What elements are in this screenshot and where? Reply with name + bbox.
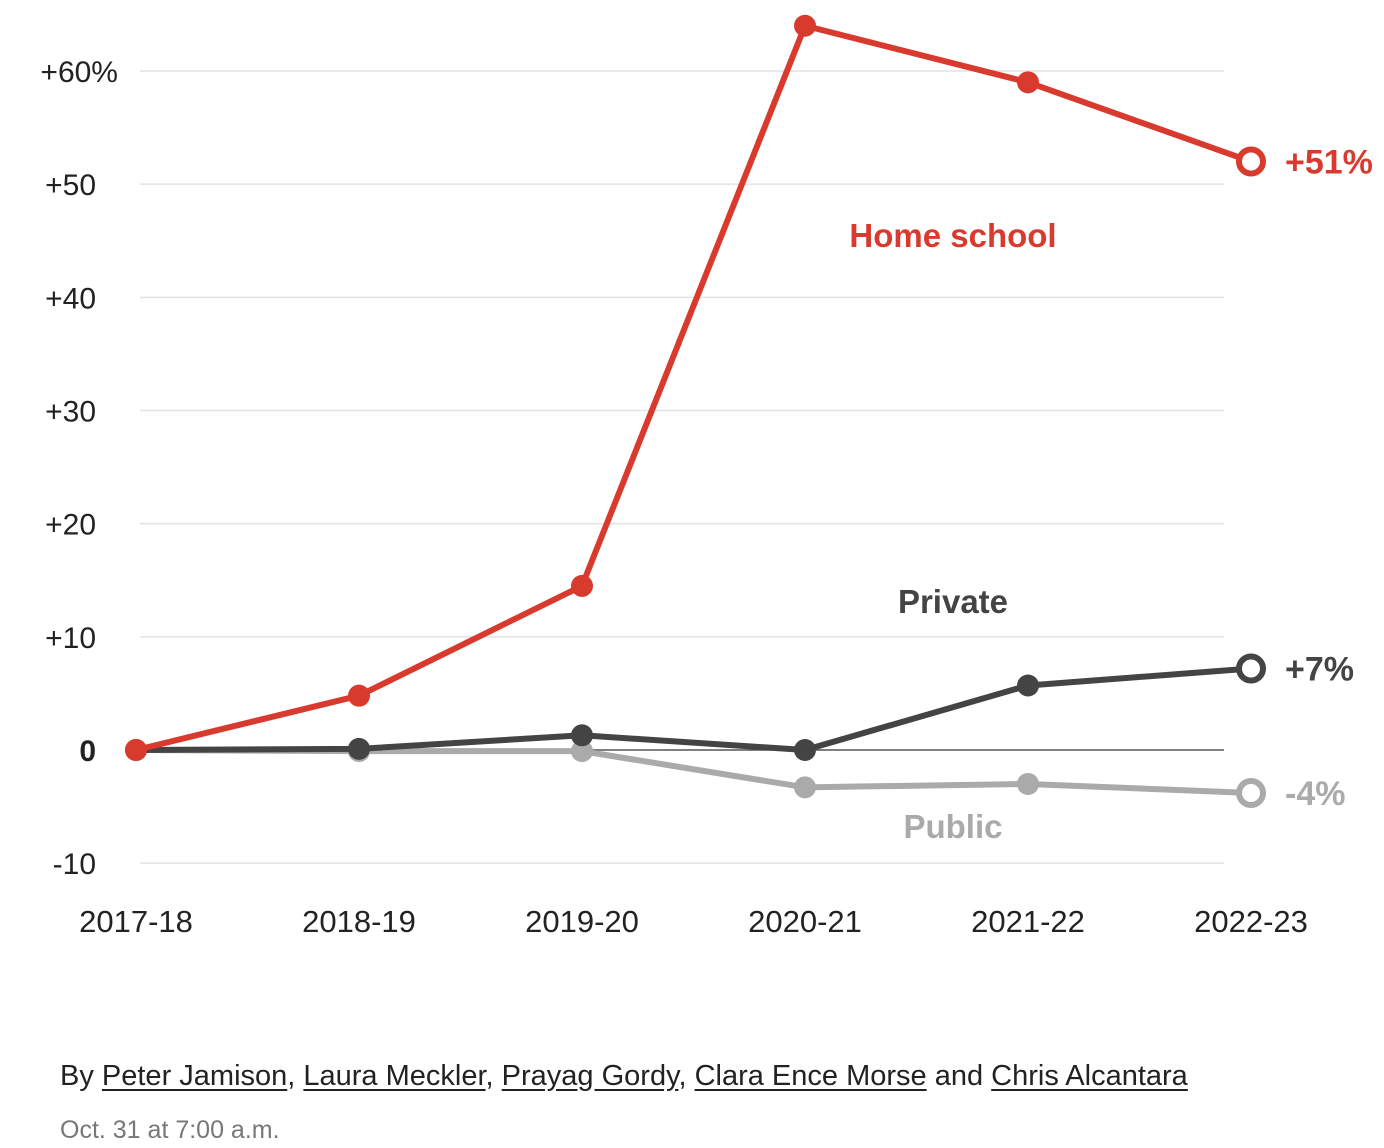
series-line-home-school (133, 22, 1254, 753)
series-labels: -4% Public +7% Private +51% Home school (849, 144, 1373, 845)
y-tick-label: +30 (45, 396, 96, 429)
data-point (571, 740, 593, 763)
author-link[interactable]: Laura Meckler (303, 1060, 486, 1092)
data-point (1017, 674, 1039, 697)
series-name-label: Home school (849, 217, 1056, 254)
series-name-label: Public (903, 808, 1002, 845)
series-endpoint (1236, 778, 1266, 809)
publish-date: Oct. 31 at 7:00 a.m. (60, 1116, 280, 1144)
data-point (794, 776, 816, 799)
y-tick-label: -10 (53, 848, 96, 881)
author-link[interactable]: Clara Ence Morse (694, 1060, 927, 1092)
series-end-label: -4% (1285, 775, 1345, 813)
x-axis-ticks: 2017-18 2018-19 2019-20 2020-21 2021-22 2022-… (79, 904, 1308, 939)
series-end-label: +51% (1285, 144, 1373, 182)
enrollment-change-chart: +60%+50+40+30+20+100-10 2017-18 2018-19 20… (40, 14, 1373, 939)
author-link[interactable]: Chris Alcantara (991, 1060, 1188, 1092)
series-line-private (133, 665, 1254, 753)
y-tick-label: +60% (40, 56, 118, 89)
author-link[interactable]: Prayag Gordy (501, 1060, 679, 1092)
data-point (794, 739, 816, 761)
x-tick-label: 2019-20 (525, 904, 639, 939)
data-point (348, 684, 370, 707)
x-tick-label: 2018-19 (302, 904, 416, 939)
x-tick-label: 2017-18 (79, 904, 193, 939)
y-tick-label: +10 (45, 622, 96, 655)
y-tick-label: +50 (45, 169, 96, 202)
data-point (794, 14, 816, 37)
data-point (348, 737, 370, 760)
data-point (1017, 71, 1039, 94)
x-tick-label: 2021-22 (971, 904, 1085, 939)
y-tick-label: +20 (45, 509, 96, 542)
series-end-label: +7% (1285, 651, 1354, 689)
y-axis-ticks: +60% +50 +40 +30 +20 +10 0 -10 (40, 56, 118, 881)
series-endpoint (1236, 146, 1266, 177)
data-point (1017, 772, 1039, 795)
data-point (571, 724, 593, 747)
y-tick-label: 0 (79, 735, 96, 768)
series-endpoint (1236, 653, 1266, 684)
series-line-public (133, 747, 1254, 797)
byline: By Peter Jamison, Laura Meckler, Prayag … (60, 1060, 1188, 1092)
series-lines (125, 14, 1266, 809)
x-tick-label: 2022-23 (1194, 904, 1308, 939)
data-point (571, 574, 593, 597)
data-point (125, 739, 147, 761)
byline-conjunction: and (934, 1060, 984, 1092)
y-tick-label: +40 (45, 282, 96, 315)
series-name-label: Private (898, 583, 1008, 620)
author-link[interactable]: Peter Jamison (101, 1060, 288, 1092)
x-tick-label: 2020-21 (748, 904, 862, 939)
byline-prefix: By (60, 1060, 94, 1092)
